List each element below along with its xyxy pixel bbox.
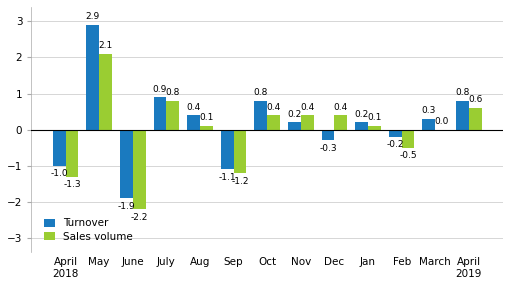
Bar (66, 130, 78, 177)
Text: -1.3: -1.3 (63, 180, 80, 189)
Text: -1.2: -1.2 (231, 177, 248, 185)
Text: 0.6: 0.6 (467, 95, 482, 104)
Bar (153, 97, 166, 130)
Bar (99, 54, 111, 130)
Bar (455, 101, 468, 130)
Bar (388, 130, 401, 137)
Text: 0.1: 0.1 (199, 113, 213, 123)
Legend: Turnover, Sales volume: Turnover, Sales volume (41, 215, 136, 245)
Text: -0.3: -0.3 (319, 144, 336, 153)
Bar (321, 130, 334, 140)
Bar (300, 115, 313, 130)
Text: 0.4: 0.4 (299, 103, 314, 112)
Bar (401, 130, 414, 148)
Bar (254, 101, 267, 130)
Text: -1.1: -1.1 (218, 173, 236, 182)
Text: -0.5: -0.5 (399, 151, 416, 160)
Text: 0.9: 0.9 (153, 85, 167, 94)
Bar (233, 130, 246, 173)
Text: 0.8: 0.8 (455, 88, 469, 97)
Bar (132, 130, 145, 209)
Text: 0.0: 0.0 (434, 117, 448, 126)
Bar (334, 115, 347, 130)
Text: -0.2: -0.2 (386, 140, 403, 150)
Text: 0.4: 0.4 (186, 103, 201, 112)
Bar (468, 108, 480, 130)
Bar (187, 115, 200, 130)
Bar (53, 130, 66, 166)
Bar (166, 101, 179, 130)
Bar (367, 126, 380, 130)
Text: 0.3: 0.3 (421, 106, 435, 115)
Bar (355, 123, 367, 130)
Text: 2.1: 2.1 (98, 41, 112, 50)
Bar (86, 25, 99, 130)
Bar (120, 130, 132, 198)
Text: -1.0: -1.0 (50, 169, 68, 178)
Bar (267, 115, 279, 130)
Text: 0.8: 0.8 (165, 88, 180, 97)
Text: 0.2: 0.2 (287, 110, 301, 119)
Bar (220, 130, 233, 169)
Text: 0.4: 0.4 (266, 103, 280, 112)
Text: 2.9: 2.9 (86, 12, 100, 21)
Text: 0.1: 0.1 (366, 113, 381, 123)
Bar (288, 123, 300, 130)
Text: -2.2: -2.2 (130, 213, 148, 222)
Bar (200, 126, 212, 130)
Text: 0.2: 0.2 (354, 110, 368, 119)
Bar (421, 119, 434, 130)
Text: 0.4: 0.4 (333, 103, 347, 112)
Text: 0.8: 0.8 (253, 88, 267, 97)
Text: -1.9: -1.9 (118, 202, 135, 211)
